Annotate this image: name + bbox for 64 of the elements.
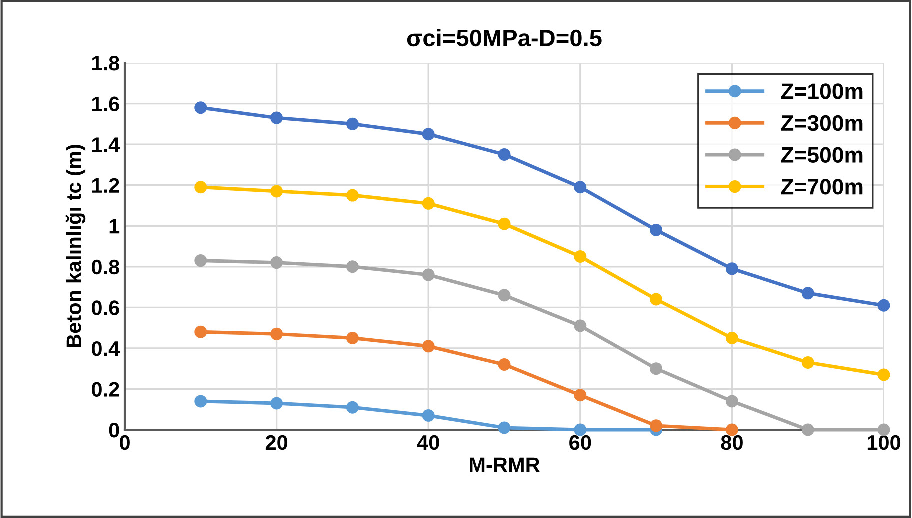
point [650,224,663,236]
point [422,268,435,282]
x-tick-label: 60 [570,435,592,450]
point [574,250,587,263]
point [574,389,587,402]
point [194,395,208,408]
point [346,332,359,344]
point [422,197,435,210]
y-tick-label: 0.2 [92,382,120,397]
point [498,148,511,161]
point [878,368,890,382]
point [498,358,511,372]
y-tick-label: 0.4 [92,341,120,356]
y-tick-label: 0.8 [92,260,120,275]
y-axis-title: Beton kalınlığı tc (m) [66,145,86,348]
point [194,181,208,194]
y-tick-label: 0 [109,423,120,438]
point [422,409,435,422]
point [346,401,359,414]
y-tick-label: 1.2 [92,178,120,193]
point [270,328,284,340]
point [422,340,435,353]
point [346,189,359,202]
x-tick-label: 80 [721,435,743,450]
point [802,424,814,436]
point [574,320,587,332]
y-tick-label: 1.8 [92,56,120,71]
legend-label: Z=500m [781,147,863,163]
point [346,260,359,274]
point [498,422,511,434]
point [498,218,511,230]
point [650,362,663,376]
legend-label: Z=300m [781,115,863,132]
point [270,185,284,198]
point [194,254,208,268]
point [194,102,208,114]
point [422,128,435,141]
point [726,262,738,276]
point [726,395,738,408]
x-axis-title: M-RMR [470,458,540,472]
legend-label: Z=700m [781,179,863,195]
x-tick-label: 40 [417,435,440,450]
y-tick-label: 1.4 [92,138,120,152]
y-tick-label: 0.6 [92,300,120,316]
point [650,420,663,432]
point [574,181,587,194]
point [270,256,284,270]
y-tick-label: 1 [110,219,120,234]
y-tick-label: 1.6 [92,96,120,112]
point [498,289,511,302]
point [878,299,890,312]
point [194,326,208,338]
x-tick-label: 100 [868,435,901,450]
chart-title: σci=50MPa-D=0.5 [407,29,602,47]
point [650,293,663,306]
x-tick-label: 20 [266,435,288,450]
point [270,112,284,124]
point [346,118,359,130]
point [726,332,738,344]
x-tick-label: 0 [120,435,130,450]
legend-label: Z=100m [781,84,863,100]
point [802,356,814,369]
point [270,397,284,410]
point [802,287,814,300]
